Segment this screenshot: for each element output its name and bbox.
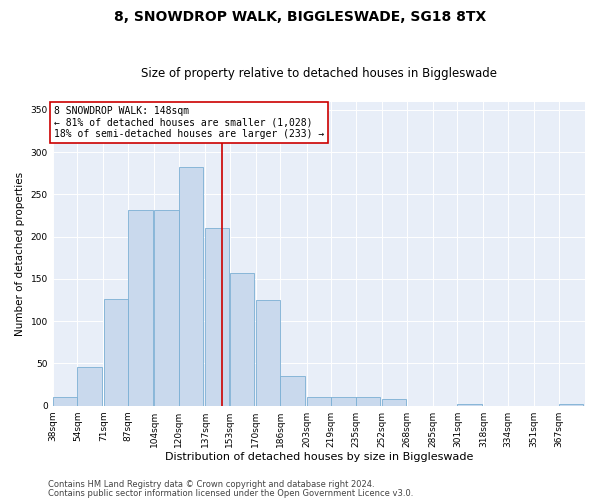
Bar <box>307 398 331 406</box>
Bar <box>356 398 380 406</box>
Bar <box>77 367 102 406</box>
Bar <box>382 399 406 406</box>
Y-axis label: Number of detached properties: Number of detached properties <box>15 172 25 336</box>
Bar <box>230 273 254 406</box>
Bar <box>256 300 280 406</box>
X-axis label: Distribution of detached houses by size in Biggleswade: Distribution of detached houses by size … <box>164 452 473 462</box>
Bar <box>457 404 482 406</box>
Text: Contains public sector information licensed under the Open Government Licence v3: Contains public sector information licen… <box>48 489 413 498</box>
Bar <box>331 398 356 406</box>
Bar <box>280 376 305 406</box>
Text: Contains HM Land Registry data © Crown copyright and database right 2024.: Contains HM Land Registry data © Crown c… <box>48 480 374 489</box>
Bar <box>128 210 152 406</box>
Bar <box>53 398 77 406</box>
Bar <box>205 228 229 406</box>
Bar <box>104 299 128 406</box>
Bar <box>559 404 583 406</box>
Bar <box>179 166 203 406</box>
Title: Size of property relative to detached houses in Biggleswade: Size of property relative to detached ho… <box>141 66 497 80</box>
Text: 8, SNOWDROP WALK, BIGGLESWADE, SG18 8TX: 8, SNOWDROP WALK, BIGGLESWADE, SG18 8TX <box>114 10 486 24</box>
Text: 8 SNOWDROP WALK: 148sqm
← 81% of detached houses are smaller (1,028)
18% of semi: 8 SNOWDROP WALK: 148sqm ← 81% of detache… <box>54 106 325 139</box>
Bar <box>154 210 179 406</box>
